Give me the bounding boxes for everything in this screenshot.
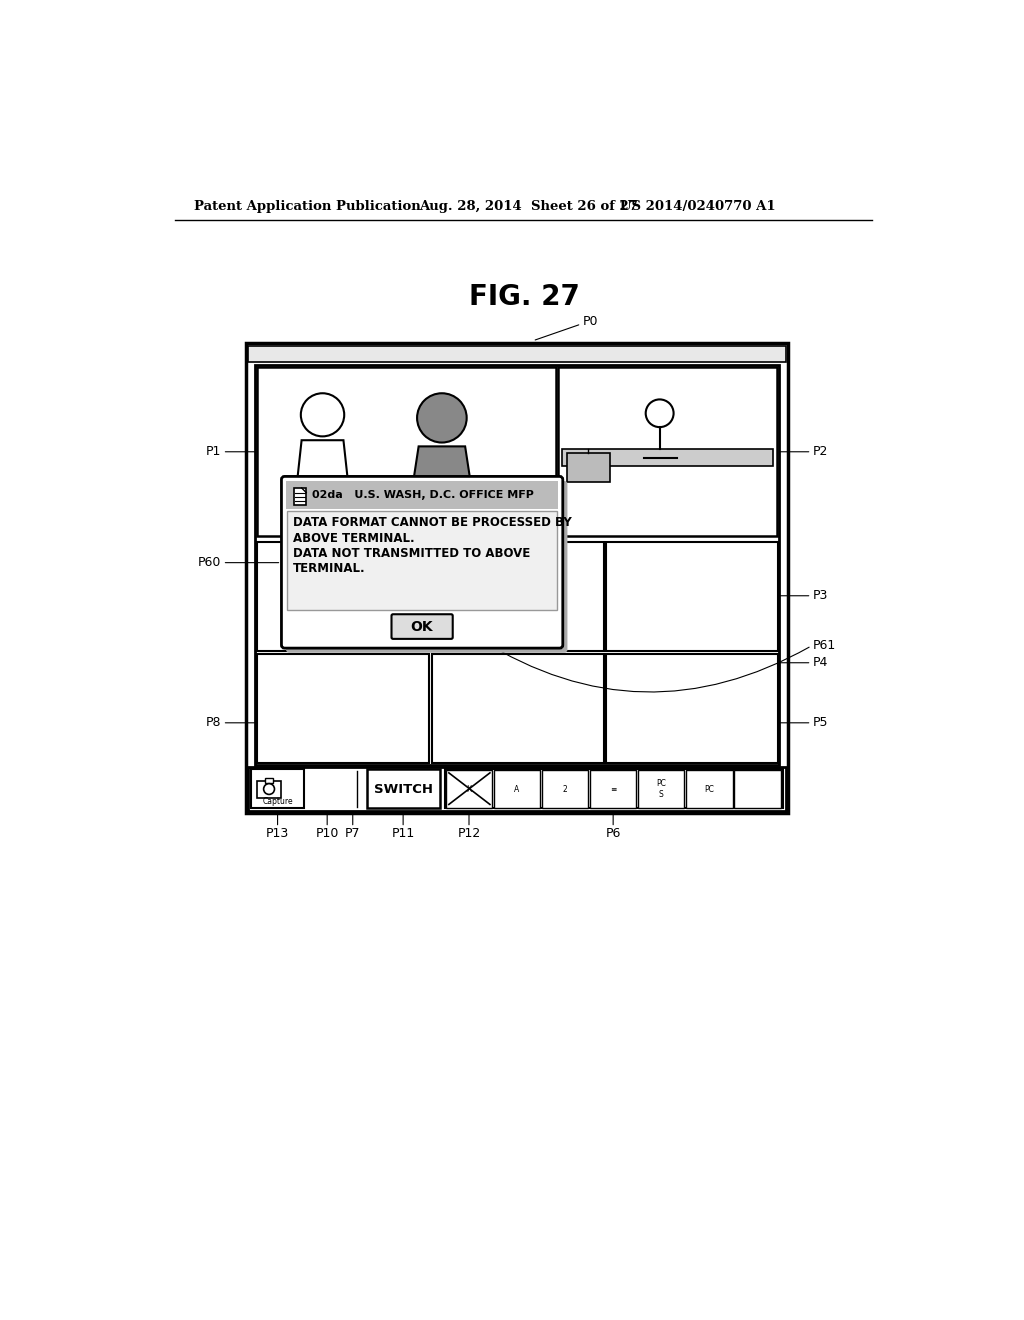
- Bar: [248, 767, 786, 810]
- Bar: [542, 770, 589, 808]
- Text: 02da   U.S. WASH, D.C. OFFICE MFP: 02da U.S. WASH, D.C. OFFICE MFP: [312, 490, 535, 500]
- Text: DATA NOT TRANSMITTED TO ABOVE: DATA NOT TRANSMITTED TO ABOVE: [293, 546, 530, 560]
- Bar: [562, 449, 773, 466]
- Bar: [494, 770, 541, 808]
- Bar: [251, 770, 304, 808]
- Bar: [590, 770, 636, 808]
- Bar: [265, 779, 273, 783]
- Text: A: A: [514, 784, 519, 793]
- Bar: [294, 488, 306, 506]
- Text: P11: P11: [391, 828, 415, 841]
- FancyBboxPatch shape: [391, 614, 453, 639]
- Circle shape: [301, 393, 344, 437]
- Text: DATA FORMAT CANNOT BE PROCESSED BY: DATA FORMAT CANNOT BE PROCESSED BY: [293, 516, 571, 529]
- Text: P7: P7: [345, 828, 360, 841]
- Bar: [432, 541, 604, 651]
- Text: TERMINAL.: TERMINAL.: [293, 562, 366, 576]
- Bar: [567, 453, 610, 482]
- Text: ≡: ≡: [610, 784, 616, 793]
- Text: P0: P0: [583, 315, 598, 329]
- Text: P13: P13: [266, 828, 289, 841]
- Bar: [257, 541, 429, 651]
- Bar: [638, 770, 684, 808]
- Bar: [367, 770, 440, 808]
- Bar: [432, 653, 604, 763]
- Bar: [257, 780, 281, 797]
- Text: Aug. 28, 2014  Sheet 26 of 27: Aug. 28, 2014 Sheet 26 of 27: [419, 199, 638, 213]
- Polygon shape: [292, 441, 353, 533]
- Text: PC: PC: [705, 784, 714, 793]
- Bar: [248, 346, 786, 363]
- Text: P1: P1: [206, 445, 221, 458]
- Text: P3: P3: [813, 589, 828, 602]
- Bar: [257, 653, 429, 763]
- Bar: [286, 480, 558, 508]
- Text: P61: P61: [813, 639, 837, 652]
- Text: OK: OK: [411, 619, 433, 634]
- Circle shape: [646, 400, 674, 428]
- Text: Patent Application Publication: Patent Application Publication: [194, 199, 421, 213]
- Text: ABOVE TERMINAL.: ABOVE TERMINAL.: [293, 532, 415, 545]
- FancyBboxPatch shape: [286, 480, 567, 653]
- Polygon shape: [406, 446, 478, 533]
- Text: PC
S: PC S: [656, 779, 667, 799]
- Text: P10: P10: [315, 828, 339, 841]
- Bar: [734, 770, 780, 808]
- Circle shape: [263, 784, 274, 795]
- Text: US 2014/0240770 A1: US 2014/0240770 A1: [621, 199, 776, 213]
- Text: P12: P12: [458, 828, 480, 841]
- Text: P4: P4: [813, 656, 828, 669]
- Bar: [558, 367, 776, 536]
- Bar: [445, 770, 493, 808]
- Text: Capture: Capture: [262, 797, 293, 805]
- Bar: [246, 343, 788, 813]
- Bar: [445, 770, 783, 808]
- Bar: [255, 364, 779, 766]
- Bar: [606, 653, 778, 763]
- Circle shape: [417, 393, 467, 442]
- Text: P6: P6: [605, 828, 621, 841]
- FancyBboxPatch shape: [282, 477, 563, 648]
- Text: P5: P5: [813, 717, 828, 730]
- Text: FIG. 27: FIG. 27: [469, 282, 581, 312]
- Bar: [606, 541, 778, 651]
- Text: X: X: [466, 784, 472, 793]
- Bar: [686, 770, 732, 808]
- Text: SWITCH: SWITCH: [374, 783, 432, 796]
- Text: P60: P60: [198, 556, 221, 569]
- Text: 2: 2: [563, 784, 567, 793]
- Text: P2: P2: [813, 445, 828, 458]
- Bar: [287, 511, 557, 610]
- Text: P8: P8: [206, 717, 221, 730]
- Bar: [257, 367, 556, 536]
